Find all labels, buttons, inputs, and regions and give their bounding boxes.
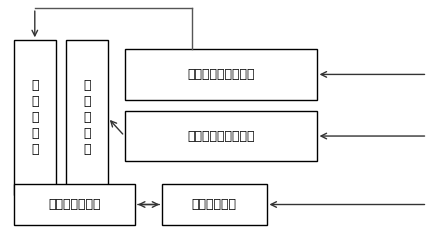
Bar [124,111,316,161]
Text: 高稳定度直流恒流源: 高稳定度直流恒流源 [187,130,254,143]
Text: 磁
偏
角
线
圈: 磁 偏 角 线 圈 [83,79,91,156]
Text: 磁
倾
角
线
圈: 磁 倾 角 线 圈 [31,79,38,156]
Text: 信号处理单元: 信号处理单元 [191,198,236,211]
Bar [14,184,135,225]
Bar [14,40,55,195]
Bar [66,40,108,195]
Bar [162,184,266,225]
Text: 标量磁力仪探头: 标量磁力仪探头 [48,198,101,211]
Text: 高稳定度直流恒流源: 高稳定度直流恒流源 [187,68,254,81]
Bar [124,49,316,100]
